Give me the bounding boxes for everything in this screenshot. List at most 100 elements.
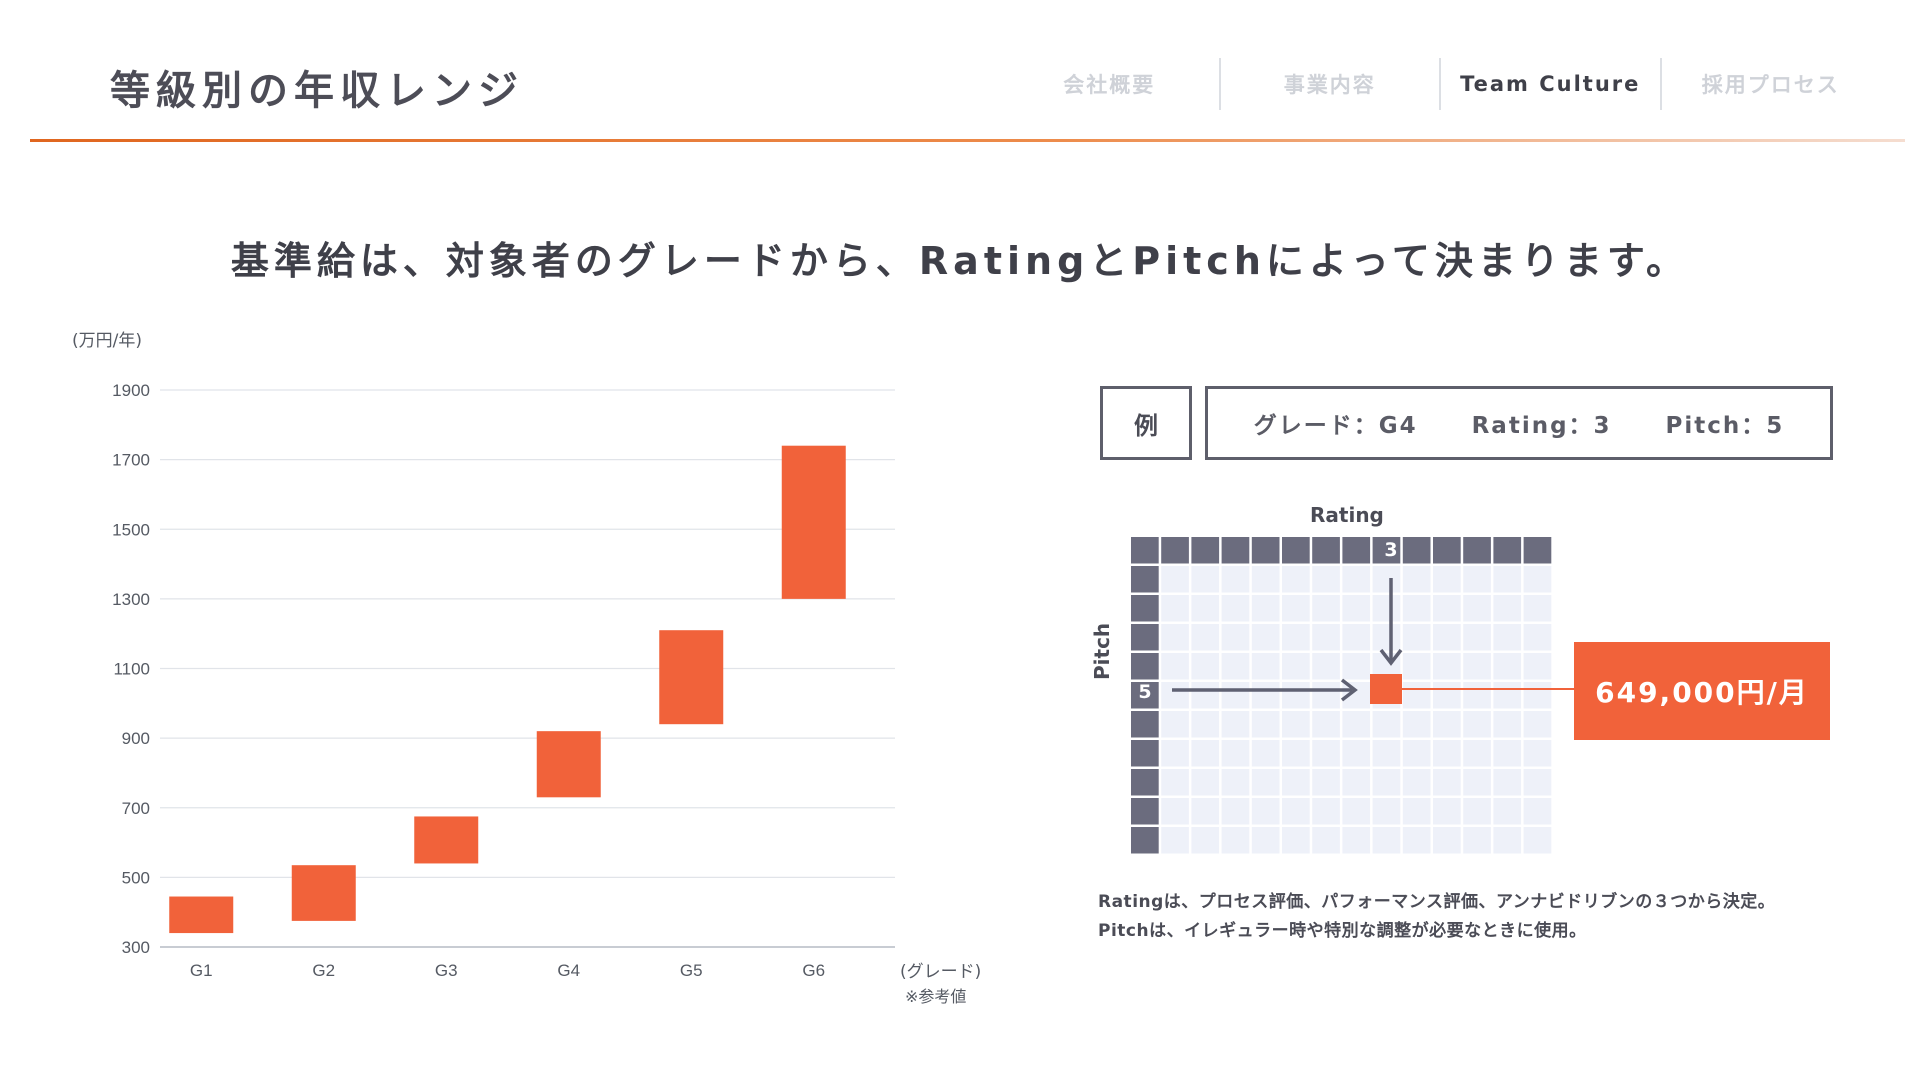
matrix-cell — [1251, 624, 1280, 651]
example-rating: Rating：3 — [1471, 413, 1612, 439]
matrix-cell — [1523, 798, 1552, 825]
pitch-header-cell — [1131, 740, 1159, 767]
matrix-cell — [1433, 595, 1461, 622]
matrix-cell — [1493, 566, 1522, 593]
matrix-cell — [1402, 740, 1431, 767]
matrix-cell — [1463, 798, 1491, 825]
matrix-cell — [1161, 740, 1189, 767]
range-bar-g3 — [414, 816, 479, 864]
matrix-cell — [1312, 827, 1340, 854]
matrix-cell — [1342, 624, 1371, 651]
y-tick-label: 1700 — [112, 451, 150, 470]
matrix-cell — [1161, 827, 1189, 854]
y-tick-label: 900 — [122, 729, 150, 748]
range-bar-g1 — [169, 896, 234, 934]
matrix-cell — [1523, 740, 1552, 767]
matrix-cell — [1221, 653, 1250, 680]
matrix-cell — [1433, 769, 1461, 796]
matrix-cell — [1342, 653, 1371, 680]
matrix-cell — [1433, 653, 1461, 680]
matrix-cell — [1161, 682, 1189, 709]
nav-item-recruiting-process[interactable]: 採用プロセス — [1659, 58, 1881, 110]
matrix-cell — [1251, 653, 1280, 680]
matrix-cell — [1221, 595, 1250, 622]
matrix-cell — [1433, 566, 1461, 593]
matrix-cell — [1493, 798, 1522, 825]
matrix-cell — [1523, 769, 1552, 796]
header-divider — [30, 139, 1905, 142]
rating-header-cell — [1161, 537, 1189, 564]
matrix-cell — [1342, 769, 1371, 796]
headline: 基準給は、対象者のグレードから、RatingとPitchによって決まります。 — [230, 239, 1690, 283]
rating-header-cell — [1463, 537, 1491, 564]
matrix-cell — [1342, 827, 1371, 854]
matrix-cell — [1161, 566, 1189, 593]
matrix-cell — [1402, 566, 1431, 593]
matrix-cell — [1372, 798, 1401, 825]
rating-header-cell — [1433, 537, 1461, 564]
explanation-notes: Ratingは、プロセス評価、パフォーマンス評価、アンナビドリブンの３つから決定… — [1098, 888, 1775, 946]
pitch-note: Pitchは、イレギュラー時や特別な調整が必要なときに使用。 — [1098, 921, 1587, 941]
pitch-header-cell — [1131, 566, 1159, 593]
matrix-cell — [1342, 711, 1371, 738]
example-label: 例 — [1100, 386, 1192, 460]
matrix-cell — [1191, 624, 1220, 651]
matrix-cell — [1191, 653, 1220, 680]
rating-note: Ratingは、プロセス評価、パフォーマンス評価、アンナビドリブンの３つから決定… — [1098, 892, 1776, 912]
matrix-cell — [1221, 798, 1250, 825]
matrix-cell — [1161, 624, 1189, 651]
matrix-cell — [1251, 740, 1280, 767]
matrix-cell — [1221, 769, 1250, 796]
matrix-cell — [1523, 711, 1552, 738]
matrix-cell — [1161, 711, 1189, 738]
matrix-cell — [1433, 740, 1461, 767]
matrix-cell — [1191, 827, 1220, 854]
nav-item-team-culture[interactable]: Team Culture — [1439, 58, 1660, 110]
rating-header-cell — [1131, 537, 1159, 564]
y-unit-label: (万円/年) — [72, 331, 142, 351]
rating-header-cell — [1372, 537, 1401, 564]
matrix-cell — [1221, 827, 1250, 854]
matrix-cell — [1463, 769, 1491, 796]
matrix-cell — [1312, 566, 1340, 593]
matrix-cell — [1372, 624, 1401, 651]
matrix-cell — [1402, 595, 1431, 622]
range-bar-g2 — [291, 865, 356, 921]
matrix-cell — [1342, 595, 1371, 622]
pitch-header-cell — [1131, 711, 1159, 738]
matrix-cell — [1493, 682, 1522, 709]
matrix-cell — [1191, 595, 1220, 622]
matrix-cell — [1221, 740, 1250, 767]
matrix-cell — [1463, 827, 1491, 854]
matrix-cell — [1463, 682, 1491, 709]
matrix-cell — [1312, 595, 1340, 622]
x-tick-label: G3 — [435, 961, 458, 980]
matrix-cell — [1251, 827, 1280, 854]
pitch-header-cell — [1131, 769, 1159, 796]
matrix-cell — [1251, 595, 1280, 622]
matrix-cell — [1463, 624, 1491, 651]
range-bar-g4 — [536, 731, 601, 798]
x-tick-label: G6 — [802, 961, 825, 980]
pitch-header-cell-highlight — [1131, 682, 1159, 709]
matrix-cell — [1191, 798, 1220, 825]
matrix-cell — [1251, 769, 1280, 796]
rating-header-cell — [1251, 537, 1280, 564]
nav-item-company[interactable]: 会社概要 — [1063, 73, 1156, 97]
matrix-cell — [1251, 566, 1280, 593]
page-title: 等級別の年収レンジ — [110, 68, 524, 114]
matrix-cell — [1493, 595, 1522, 622]
pitch-header-cell — [1131, 827, 1159, 854]
reference-note: ※参考値 — [905, 987, 966, 1006]
matrix-cell — [1493, 711, 1522, 738]
nav-item-business[interactable]: 事業内容 — [1218, 58, 1440, 110]
matrix-cell — [1312, 711, 1340, 738]
top-nav: 会社概要 事業内容 Team Culture 採用プロセス — [1000, 58, 1880, 110]
matrix-cell — [1282, 624, 1310, 651]
x-unit-label: (グレード) — [900, 962, 981, 982]
matrix-cell — [1251, 711, 1280, 738]
matrix-cell — [1372, 827, 1401, 854]
range-bar-g5 — [659, 630, 724, 725]
result-salary: 649,000円/月 — [1574, 642, 1830, 740]
